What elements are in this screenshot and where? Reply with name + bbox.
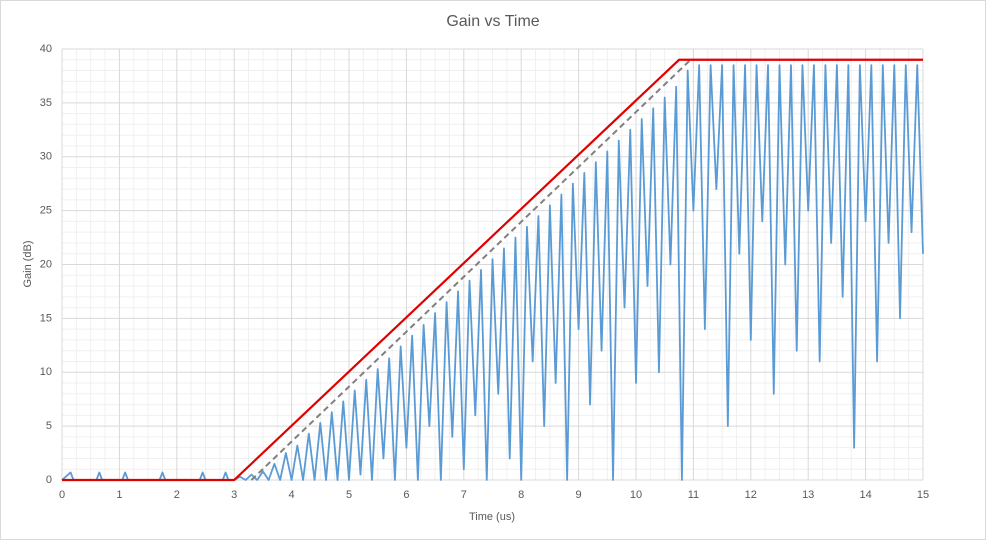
x-tick-label: 10: [630, 489, 642, 501]
chart-title: Gain vs Time: [446, 13, 539, 30]
y-axis-label: Gain (dB): [22, 240, 34, 287]
y-tick-label: 30: [40, 151, 52, 163]
x-tick-label: 8: [518, 489, 524, 501]
x-tick-label: 13: [802, 489, 814, 501]
series-line: [61, 64, 924, 481]
y-tick-label: 0: [46, 474, 52, 486]
x-axis-label: Time (us): [469, 511, 515, 523]
y-tick-label: 5: [46, 420, 52, 432]
x-tick-label: 0: [59, 489, 65, 501]
y-tick-label: 15: [40, 312, 52, 324]
x-tick-label: 9: [576, 489, 582, 501]
y-tick-label: 40: [40, 43, 52, 55]
y-tick-label: 25: [40, 205, 52, 217]
y-tick-label: 20: [40, 258, 52, 270]
x-tick-label: 15: [917, 489, 929, 501]
series-line: [62, 58, 923, 482]
y-tick-label: 35: [40, 97, 52, 109]
x-tick-label: 5: [346, 489, 352, 501]
x-tick-label: 6: [403, 489, 409, 501]
x-tick-label: 12: [745, 489, 757, 501]
x-tick-label: 7: [461, 489, 467, 501]
x-tick-label: 2: [174, 489, 180, 501]
x-tick-label: 3: [231, 489, 237, 501]
y-tick-label: 10: [40, 366, 52, 378]
series-line: [250, 59, 692, 481]
x-tick-label: 4: [289, 489, 295, 501]
x-tick-label: 14: [859, 489, 871, 501]
x-tick-label: 11: [688, 489, 699, 501]
x-tick-label: 1: [116, 489, 122, 501]
